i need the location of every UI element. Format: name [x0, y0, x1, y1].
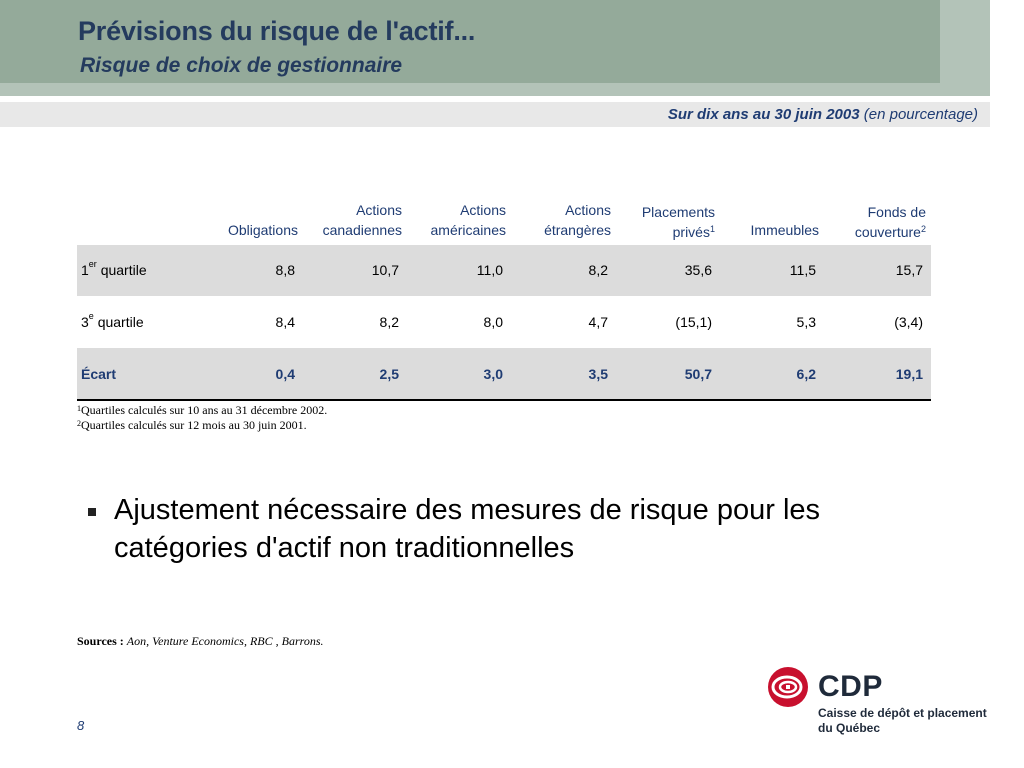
- cdp-logo-icon: [768, 667, 808, 707]
- table-cell: 35,6: [616, 244, 720, 296]
- table-cell: 2,5: [303, 348, 407, 401]
- logo-tagline-1: Caisse de dépôt et placement: [818, 706, 987, 720]
- header-band: [0, 0, 940, 83]
- table-cell: 11,5: [720, 244, 824, 296]
- header-empty: [77, 196, 205, 244]
- row-label: Écart: [77, 348, 205, 401]
- footnote: 1Quartiles calculés sur 10 ans au 31 déc…: [77, 403, 328, 417]
- header-side-block: [940, 0, 990, 96]
- table-cell: 8,4: [205, 296, 303, 348]
- table-cell: 8,2: [303, 296, 407, 348]
- table-row: 1er quartile 8,8 10,7 11,0 8,2 35,6 11,5…: [77, 244, 931, 296]
- period-bar: [0, 102, 990, 127]
- sources-text: Aon, Venture Economics, RBC , Barrons.: [126, 634, 324, 648]
- footnote: 2Quartiles calculés sur 12 mois au 30 ju…: [77, 418, 307, 432]
- table-cell: 4,7: [511, 296, 616, 348]
- table-cell: (3,4): [824, 296, 931, 348]
- column-header: Obligations: [227, 221, 298, 238]
- logo-wordmark: CDP: [818, 670, 883, 703]
- period-caption: Sur dix ans au 30 juin 2003 (en pourcent…: [668, 106, 978, 123]
- column-header: Actions américaines: [430, 201, 506, 238]
- table-cell: 8,0: [407, 296, 511, 348]
- footnotes: 1Quartiles calculés sur 10 ans au 31 déc…: [77, 403, 327, 433]
- table-cell: 19,1: [824, 348, 931, 401]
- table-cell: 5,3: [720, 296, 824, 348]
- column-header: Placements privés1: [641, 203, 715, 240]
- table-cell: 0,4: [205, 348, 303, 401]
- slide-title: Prévisions du risque de l'actif...: [78, 16, 476, 46]
- table-cell: 8,8: [205, 244, 303, 296]
- table-cell: 8,2: [511, 244, 616, 296]
- bullet-text: Ajustement nécessaire des mesures de ris…: [114, 494, 821, 564]
- logo-tagline-2: du Québec: [818, 721, 881, 735]
- period-bold: Sur dix ans au 30 juin 2003: [667, 106, 860, 123]
- column-header: Fonds de couverture2: [854, 203, 926, 240]
- table-header-row: Obligations Actions canadiennes Actions am…: [77, 196, 931, 244]
- row-label: 3e quartile: [77, 296, 205, 348]
- period-unit: (en pourcentage): [863, 106, 978, 123]
- table-cell: 6,2: [720, 348, 824, 401]
- table-cell: 3,5: [511, 348, 616, 401]
- table-cell: (15,1): [616, 296, 720, 348]
- risk-table: Obligations Actions canadiennes Actions am…: [77, 196, 931, 401]
- slide-subtitle: Risque de choix de gestionnaire: [80, 54, 403, 77]
- sources-label: Sources :: [77, 634, 124, 648]
- table-cell: 10,7: [303, 244, 407, 296]
- page-number: 8: [77, 718, 85, 733]
- table-cell: 15,7: [824, 244, 931, 296]
- sources: Sources : Aon, Venture Economics, RBC , …: [77, 634, 324, 649]
- column-header: Actions étrangères: [544, 201, 611, 238]
- table-cell: 50,7: [616, 348, 720, 401]
- table-cell: 11,0: [407, 244, 511, 296]
- column-header: Actions canadiennes: [322, 201, 402, 238]
- bullet-square-icon: [88, 508, 96, 516]
- header-strip: [0, 83, 940, 96]
- table-row: 3e quartile 8,4 8,2 8,0 4,7 (15,1) 5,3 (…: [77, 296, 931, 348]
- column-header: Immeubles: [750, 221, 819, 238]
- table-cell: 3,0: [407, 348, 511, 401]
- table-row-difference: Écart 0,4 2,5 3,0 3,5 50,7 6,2 19,1: [77, 348, 931, 401]
- row-label: 1er quartile: [77, 244, 205, 296]
